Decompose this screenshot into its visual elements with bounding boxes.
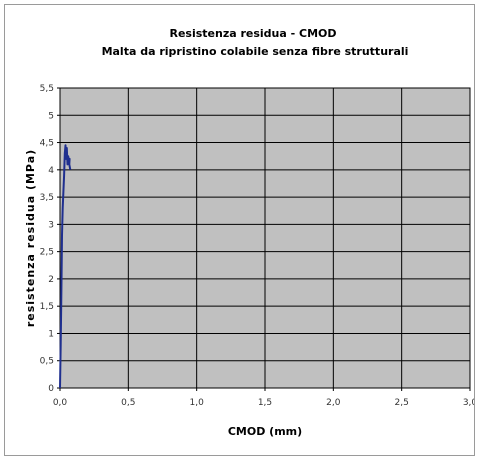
y-tick-label: 4 bbox=[48, 166, 54, 176]
y-tick-label: 3,5 bbox=[40, 193, 54, 203]
x-tick-label: 1,0 bbox=[190, 398, 205, 408]
y-axis-label: resistenza residua (MPa) bbox=[24, 149, 37, 327]
chart-subtitle: Malta da ripristino colabile senza fibre… bbox=[102, 45, 409, 58]
grid bbox=[57, 87, 471, 391]
x-tick-labels: 0,0 0,5 1,0 1,5 2,0 2,5 3,0 bbox=[53, 398, 478, 408]
y-tick-label: 0 bbox=[48, 384, 54, 394]
x-tick-label: 2,5 bbox=[395, 398, 409, 408]
y-tick-label: 2 bbox=[48, 275, 54, 285]
series-line bbox=[59, 144, 72, 389]
x-tick-label: 0,5 bbox=[121, 398, 135, 408]
x-tick-label: 2,0 bbox=[326, 398, 341, 408]
x-tick-label: 1,5 bbox=[258, 398, 272, 408]
y-tick-label: 4,5 bbox=[40, 139, 54, 149]
x-tick-label: 0,0 bbox=[53, 398, 68, 408]
chart-title: Resistenza residua - CMOD bbox=[169, 27, 336, 40]
y-tick-label: 1,5 bbox=[40, 302, 54, 312]
x-tick-label: 3,0 bbox=[463, 398, 474, 408]
y-tick-labels: 0 0,5 1 1,5 2 2,5 3 3,5 4 4,5 5 5,5 bbox=[40, 84, 55, 394]
chart-frame: Resistenza residua - CMOD Malta da ripri… bbox=[4, 4, 478, 456]
chart: Resistenza residua - CMOD Malta da ripri… bbox=[24, 27, 478, 438]
y-tick-label: 1 bbox=[48, 329, 54, 339]
y-tick-label: 5 bbox=[48, 111, 54, 121]
y-tick-label: 2,5 bbox=[40, 248, 54, 258]
x-axis-label: CMOD (mm) bbox=[228, 425, 302, 438]
y-tick-label: 5,5 bbox=[40, 84, 54, 94]
y-tick-label: 0,5 bbox=[40, 357, 54, 367]
series-layer bbox=[59, 144, 72, 389]
y-tick-label: 3 bbox=[48, 220, 54, 230]
